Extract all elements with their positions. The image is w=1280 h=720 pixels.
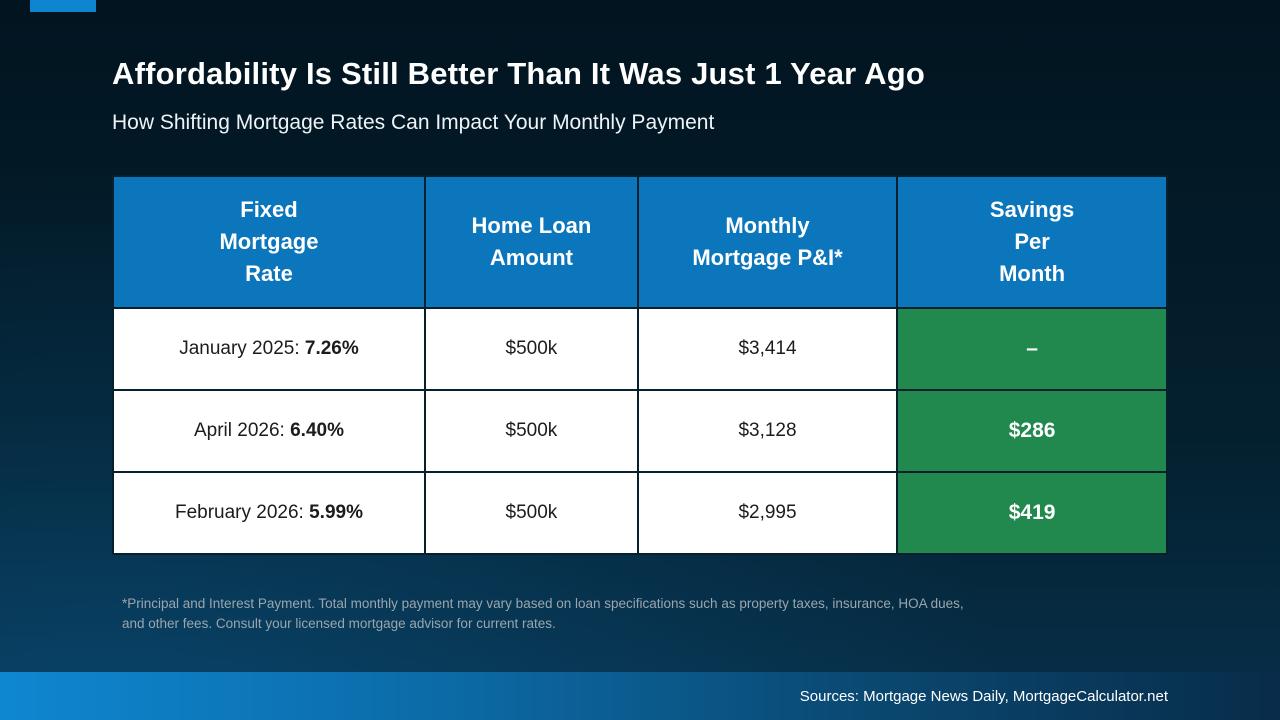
rate-cell: January 2025: 7.26% xyxy=(112,307,426,391)
savings-cell: – xyxy=(896,307,1168,391)
monthly-payment-cell: $3,128 xyxy=(636,389,899,473)
header-fixed-mortgage-rate: Fixed Mortgage Rate xyxy=(112,175,426,309)
savings-cell: $419 xyxy=(896,471,1168,555)
loan-amount-cell: $500k xyxy=(423,471,639,555)
monthly-payment-cell: $3,414 xyxy=(636,307,899,391)
monthly-payment-cell: $2,995 xyxy=(636,471,899,555)
table-row: April 2026: 6.40% $500k $3,128 $286 xyxy=(112,389,1168,473)
rate-value: 7.26% xyxy=(304,338,359,359)
rate-cell: February 2026: 5.99% xyxy=(112,471,426,555)
loan-amount-cell: $500k xyxy=(423,307,639,391)
rate-value: 6.40% xyxy=(290,420,344,441)
rate-label: April 2026: xyxy=(193,420,291,441)
footnote: *Principal and Interest Payment. Total m… xyxy=(122,596,964,631)
top-accent-bar xyxy=(30,0,96,12)
rate-label: January 2025: xyxy=(179,338,305,359)
page-subtitle: How Shifting Mortgage Rates Can Impact Y… xyxy=(112,111,715,134)
rate-label: February 2026: xyxy=(174,502,310,523)
savings-cell: $286 xyxy=(896,389,1168,473)
header-home-loan-amount: Home Loan Amount xyxy=(423,175,639,309)
footer-bar: Sources: Mortgage News Daily, MortgageCa… xyxy=(0,672,1280,720)
source-text: Sources: Mortgage News Daily, MortgageCa… xyxy=(799,687,1168,705)
rates-table: Fixed Mortgage Rate Home Loan Amount Mon… xyxy=(112,175,1168,555)
header-savings-per-month: Savings Per Month xyxy=(896,175,1168,309)
rate-value: 5.99% xyxy=(309,502,363,523)
table-row: February 2026: 5.99% $500k $2,995 $419 xyxy=(112,471,1168,555)
rate-cell: April 2026: 6.40% xyxy=(112,389,426,473)
page-title: Affordability Is Still Better Than It Wa… xyxy=(112,56,925,91)
loan-amount-cell: $500k xyxy=(423,389,639,473)
table-header-row: Fixed Mortgage Rate Home Loan Amount Mon… xyxy=(112,175,1168,309)
header-monthly-mortgage-pi: Monthly Mortgage P&I* xyxy=(636,175,899,309)
table-row: January 2025: 7.26% $500k $3,414 – xyxy=(112,307,1168,391)
